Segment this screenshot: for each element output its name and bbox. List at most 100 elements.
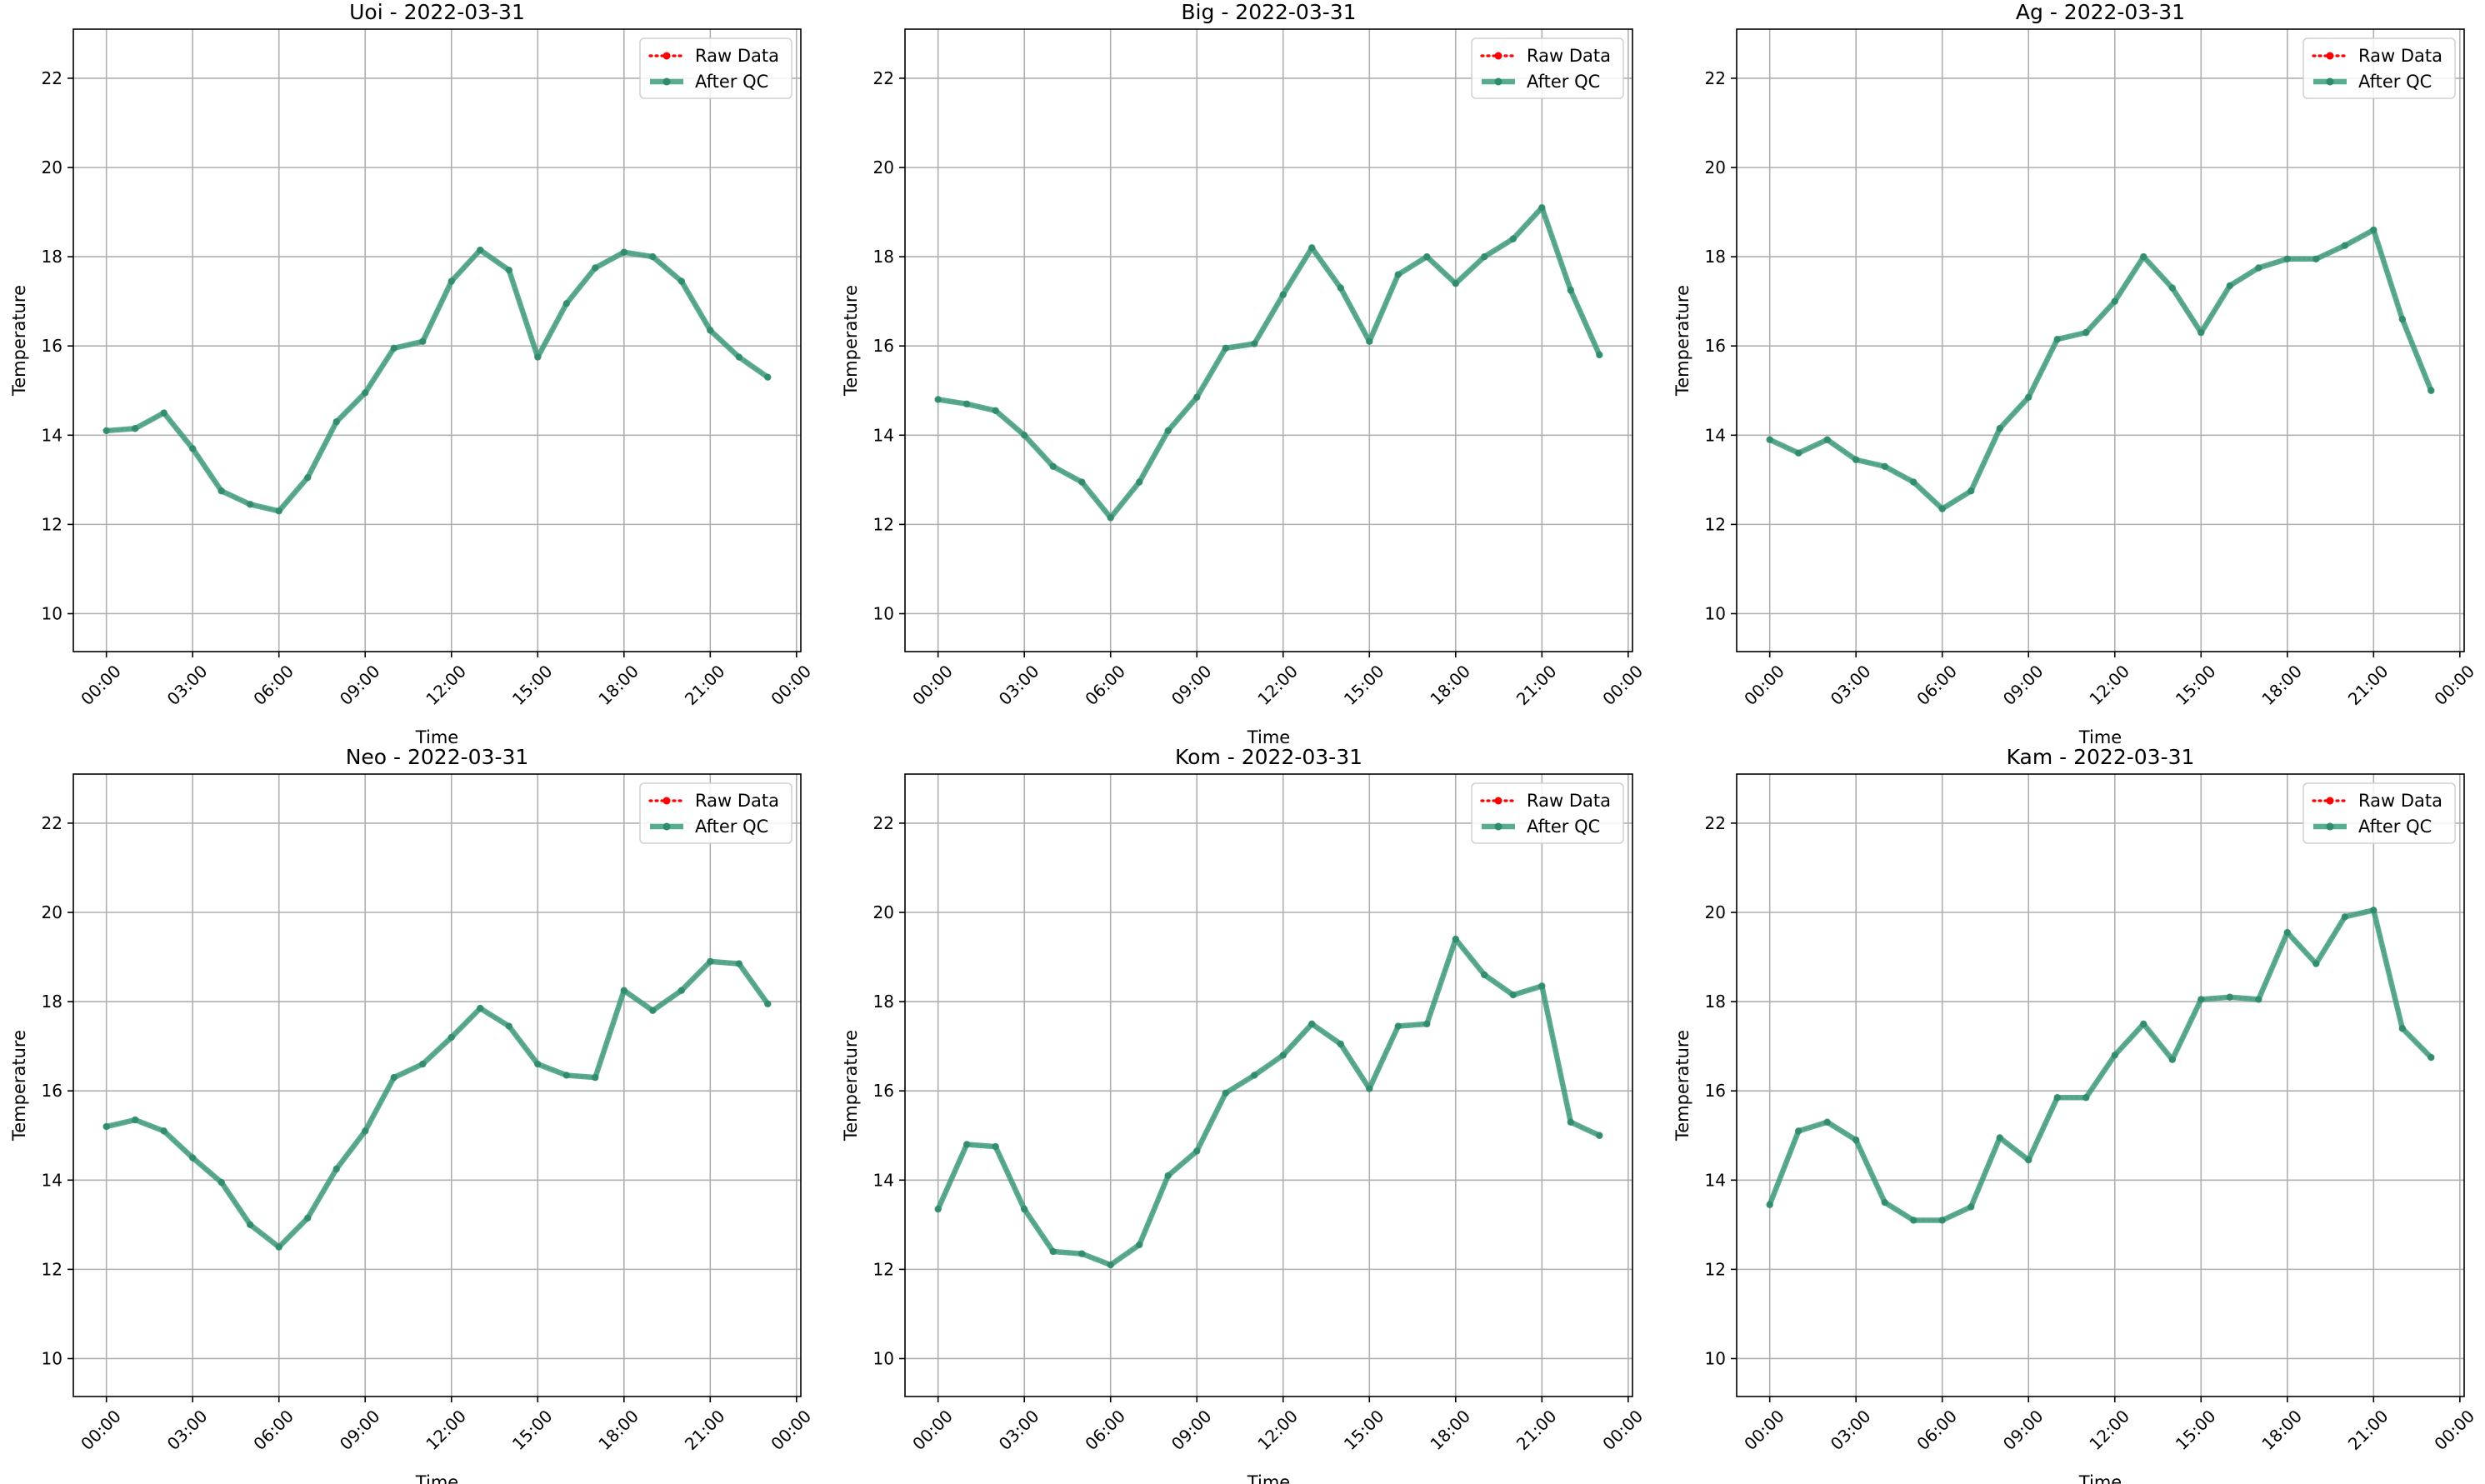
legend-raw-marker (662, 797, 671, 805)
x-tick-label: 00:00 (767, 1406, 815, 1454)
x-tick-label: 03:00 (995, 661, 1043, 709)
y-tick-label: 10 (1705, 1348, 1726, 1368)
x-tick-label: 03:00 (163, 1406, 212, 1454)
y-axis-label: Temperature (9, 1030, 29, 1142)
data-point-after-qc (1538, 203, 1546, 212)
data-point-after-qc (275, 507, 282, 515)
data-point-after-qc (419, 337, 427, 346)
x-tick-label: 06:00 (1912, 661, 1961, 709)
data-point-after-qc (1596, 1132, 1603, 1139)
x-tick-label: 12:00 (1253, 661, 1302, 709)
x-tick-label: 12:00 (422, 1406, 470, 1454)
series-line-raw (1768, 227, 2432, 511)
data-point-after-qc (247, 1221, 254, 1229)
data-point-after-qc (2111, 1052, 2118, 1059)
legend: Raw Data After QC (1471, 782, 1624, 844)
legend-raw-label: Raw Data (695, 46, 779, 66)
data-point-after-qc (505, 266, 512, 274)
data-point-after-qc (1481, 252, 1488, 261)
data-point-after-qc (1567, 1118, 1575, 1126)
axes-frame (1736, 773, 2465, 1397)
x-tick-label: 09:00 (1168, 1406, 1216, 1454)
data-point-after-qc (2226, 993, 2233, 1001)
axes-frame (72, 773, 802, 1397)
x-tick-label: 06:00 (1912, 1406, 1961, 1454)
y-tick-label: 22 (42, 68, 62, 88)
legend-qc-marker (2326, 822, 2334, 831)
data-point-after-qc (2025, 393, 2032, 401)
data-point-after-qc (332, 418, 340, 426)
x-axis-label: Time (1247, 727, 1290, 747)
x-axis-label: Time (415, 1472, 458, 1484)
x-tick-label: 06:00 (1081, 1406, 1129, 1454)
data-point-after-qc (2283, 255, 2291, 262)
data-point-after-qc (562, 1072, 570, 1079)
data-point-after-qc (735, 353, 743, 361)
legend: Raw Data After QC (639, 782, 792, 844)
data-point-after-qc (1823, 1118, 1831, 1126)
x-tick-label: 21:00 (2344, 1406, 2392, 1454)
data-point-after-qc (934, 396, 942, 403)
data-point-after-qc (707, 957, 714, 966)
x-tick-label: 00:00 (908, 1406, 957, 1454)
chart-panel: 00:00 03:00 06:00 09:00 12:00 15:00 18:00 21:00… (841, 745, 1647, 1484)
x-tick-label: 03:00 (1827, 661, 1875, 709)
data-point-after-qc (1509, 235, 1518, 242)
chart-title: Neo - 2022-03-31 (346, 745, 529, 769)
data-point-after-qc (2198, 328, 2205, 337)
x-tick-label: 15:00 (2172, 1406, 2220, 1454)
legend-qc-label: After QC (2358, 817, 2432, 837)
y-tick-label: 12 (42, 514, 62, 534)
y-tick-label: 18 (1705, 247, 1726, 267)
chart-title: Uoi - 2022-03-31 (349, 0, 525, 24)
y-tick-label: 14 (1705, 425, 1726, 445)
chart-panel: 00:00 03:00 06:00 09:00 12:00 15:00 18:00 21:00… (9, 0, 815, 747)
y-tick-label: 20 (42, 902, 62, 922)
data-point-after-qc (131, 1116, 139, 1124)
y-tick-label: 14 (873, 425, 894, 445)
data-point-after-qc (332, 1165, 340, 1173)
data-point-after-qc (1251, 1072, 1258, 1079)
x-tick-label: 18:00 (594, 661, 642, 709)
series-line-after-qc (103, 247, 771, 514)
data-point-after-qc (275, 1243, 282, 1251)
data-point-after-qc (1078, 478, 1086, 486)
data-point-after-qc (160, 409, 168, 417)
y-tick-label: 22 (42, 813, 62, 833)
data-point-after-qc (1509, 991, 1518, 999)
data-point-after-qc (2168, 284, 2176, 292)
legend-qc-marker (2326, 77, 2334, 86)
data-point-after-qc (1452, 280, 1459, 287)
data-point-after-qc (1996, 1134, 2003, 1142)
y-tick-label: 20 (42, 157, 62, 177)
x-tick-label: 12:00 (2085, 1406, 2133, 1454)
x-tick-label: 00:00 (77, 1406, 125, 1454)
data-point-after-qc (2168, 1056, 2176, 1063)
data-point-after-qc (1193, 1147, 1201, 1155)
x-tick-label: 00:00 (1598, 661, 1647, 709)
y-tick-label: 12 (42, 1259, 62, 1279)
y-tick-label: 16 (1705, 336, 1726, 356)
data-point-after-qc (678, 987, 686, 994)
data-point-after-qc (562, 300, 570, 307)
data-point-after-qc (1020, 1205, 1028, 1213)
series-line-after-qc (935, 936, 1602, 1268)
data-point-after-qc (2398, 1025, 2407, 1032)
data-point-after-qc (1567, 287, 1575, 294)
data-point-after-qc (2140, 1020, 2148, 1028)
legend-qc-label: After QC (1527, 817, 1600, 837)
data-point-after-qc (1938, 505, 1946, 512)
data-point-after-qc (2255, 996, 2262, 1003)
data-point-after-qc (1164, 1172, 1172, 1180)
y-tick-label: 18 (873, 247, 894, 267)
legend-raw-label: Raw Data (695, 791, 779, 811)
x-tick-label: 18:00 (594, 1406, 642, 1454)
data-point-after-qc (102, 1122, 110, 1131)
data-point-after-qc (992, 1142, 999, 1151)
data-point-after-qc (1049, 462, 1057, 470)
x-tick-label: 18:00 (1426, 1406, 1474, 1454)
x-tick-label: 21:00 (681, 661, 729, 709)
data-point-after-qc (764, 373, 772, 381)
data-point-after-qc (160, 1127, 168, 1135)
data-point-after-qc (188, 1154, 197, 1162)
